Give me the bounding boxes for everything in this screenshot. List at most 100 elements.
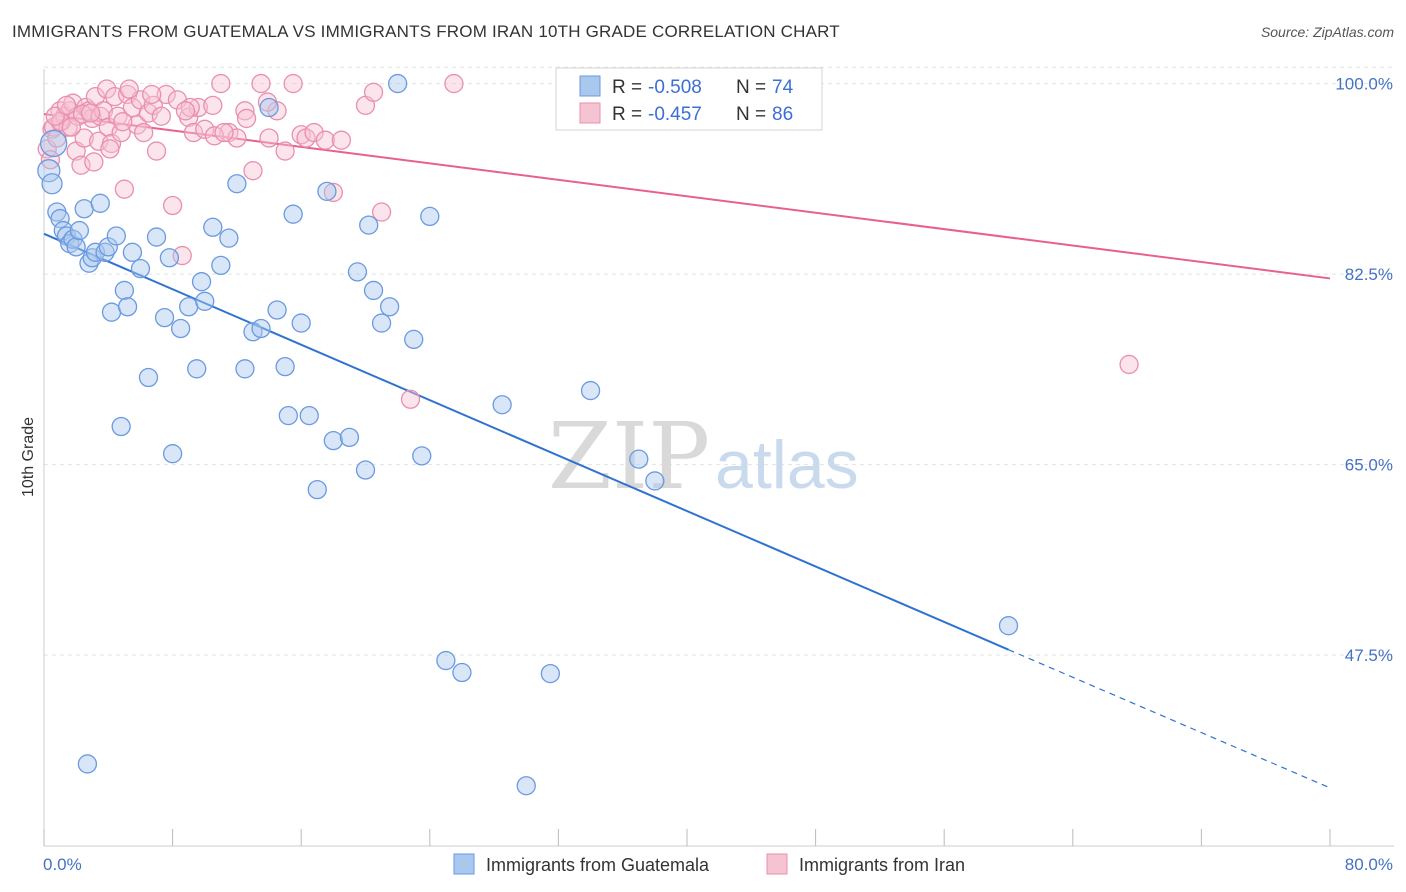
watermark-zip: ZIP <box>548 403 710 510</box>
stats-box: R = -0.508 N = 74 R = -0.457 N = 86 <box>555 67 823 131</box>
point-guatemala <box>379 297 400 317</box>
y-tick-label: 65.0% <box>1345 456 1393 475</box>
point-iran <box>235 101 255 121</box>
point-guatemala <box>203 217 223 237</box>
point-guatemala <box>387 73 408 94</box>
point-guatemala <box>159 248 180 268</box>
point-guatemala <box>219 228 239 248</box>
point-guatemala <box>146 227 167 247</box>
point-guatemala <box>179 297 199 317</box>
point-iran <box>142 84 162 105</box>
point-guatemala <box>283 204 303 224</box>
axes <box>43 69 1394 847</box>
point-guatemala <box>50 208 70 229</box>
point-iran <box>56 95 77 116</box>
stats-n-value-iran: 86 <box>772 104 793 125</box>
point-iran <box>156 84 176 105</box>
point-guatemala <box>191 272 212 292</box>
point-guatemala <box>66 237 86 257</box>
watermark-atlas: atlas <box>715 427 859 503</box>
point-iran <box>331 130 352 150</box>
point-guatemala <box>98 237 118 257</box>
point-guatemala <box>363 280 384 301</box>
x-tick-label-max: 80.0% <box>1345 855 1393 874</box>
point-iran <box>211 73 231 94</box>
trend-lines <box>43 113 1331 789</box>
point-guatemala <box>323 430 344 451</box>
watermark: ZIP atlas <box>548 403 859 510</box>
y-tick-label: 82.5% <box>1345 265 1393 284</box>
legend-label-iran: Immigrants from Iran <box>799 855 965 875</box>
point-guatemala <box>106 226 126 246</box>
point-iran <box>195 119 215 139</box>
point-iran <box>214 122 234 143</box>
legend-swatch-guatemala <box>453 853 475 875</box>
point-guatemala <box>404 329 424 350</box>
point-guatemala <box>154 307 175 328</box>
point-guatemala <box>645 471 665 491</box>
point-guatemala <box>275 356 295 377</box>
point-iran <box>114 179 135 199</box>
point-guatemala <box>259 97 279 118</box>
point-guatemala <box>211 255 231 276</box>
point-guatemala <box>998 616 1019 636</box>
point-iran <box>251 73 271 94</box>
point-guatemala <box>90 193 110 213</box>
point-iran <box>371 202 392 222</box>
trend-line-extension <box>1008 649 1331 789</box>
point-iran <box>84 152 104 172</box>
point-iran <box>80 103 101 123</box>
stats-n-label-guatemala: N = <box>736 77 766 98</box>
x-ticks <box>43 829 1331 846</box>
point-guatemala <box>540 663 561 684</box>
point-guatemala <box>77 754 98 774</box>
data-points <box>37 73 1139 796</box>
point-iran <box>151 106 171 126</box>
point-iran <box>259 128 279 148</box>
point-iran <box>72 104 93 124</box>
y-axis-label: 10th Grade <box>20 417 37 497</box>
point-iran <box>119 79 139 99</box>
point-iran <box>37 139 57 159</box>
point-guatemala <box>117 297 138 317</box>
point-iran <box>97 79 117 99</box>
chart-title: IMMIGRANTS FROM GUATEMALA VS IMMIGRANTS … <box>12 22 840 41</box>
point-guatemala <box>111 416 131 437</box>
point-guatemala <box>436 650 456 671</box>
point-iran <box>162 195 183 216</box>
point-guatemala <box>355 460 376 480</box>
point-guatemala <box>187 359 207 379</box>
point-guatemala <box>227 174 247 194</box>
point-guatemala <box>170 318 191 339</box>
point-guatemala <box>420 206 440 227</box>
point-guatemala <box>580 380 601 401</box>
legend-label-guatemala: Immigrants from Guatemala <box>486 855 710 875</box>
y-tick-label: 47.5% <box>1345 646 1393 665</box>
point-guatemala <box>114 280 135 301</box>
point-iran <box>236 108 257 129</box>
point-guatemala <box>516 776 536 796</box>
point-guatemala <box>235 359 255 379</box>
x-tick-label-min: 0.0% <box>43 855 82 874</box>
stats-r-label-iran: R = <box>612 104 642 125</box>
point-guatemala <box>347 262 368 282</box>
stats-r-value-iran: -0.457 <box>648 104 702 125</box>
point-iran <box>1119 354 1139 375</box>
stats-n-label-iran: N = <box>736 104 766 125</box>
stats-n-value-guatemala: 74 <box>772 77 794 98</box>
point-iran <box>134 122 154 143</box>
stats-swatch-iran <box>579 102 601 124</box>
point-iran <box>243 161 263 181</box>
point-guatemala <box>162 444 183 464</box>
point-guatemala <box>95 242 115 262</box>
point-guatemala <box>69 220 90 241</box>
trend-line-iran <box>43 113 1331 280</box>
legend: Immigrants from Guatemala Immigrants fro… <box>453 853 965 875</box>
point-iran <box>275 141 295 161</box>
trend-line-guatemala <box>43 232 1009 651</box>
point-guatemala <box>122 242 143 262</box>
point-guatemala <box>492 395 512 415</box>
point-iran <box>400 389 421 409</box>
point-guatemala <box>307 479 327 500</box>
